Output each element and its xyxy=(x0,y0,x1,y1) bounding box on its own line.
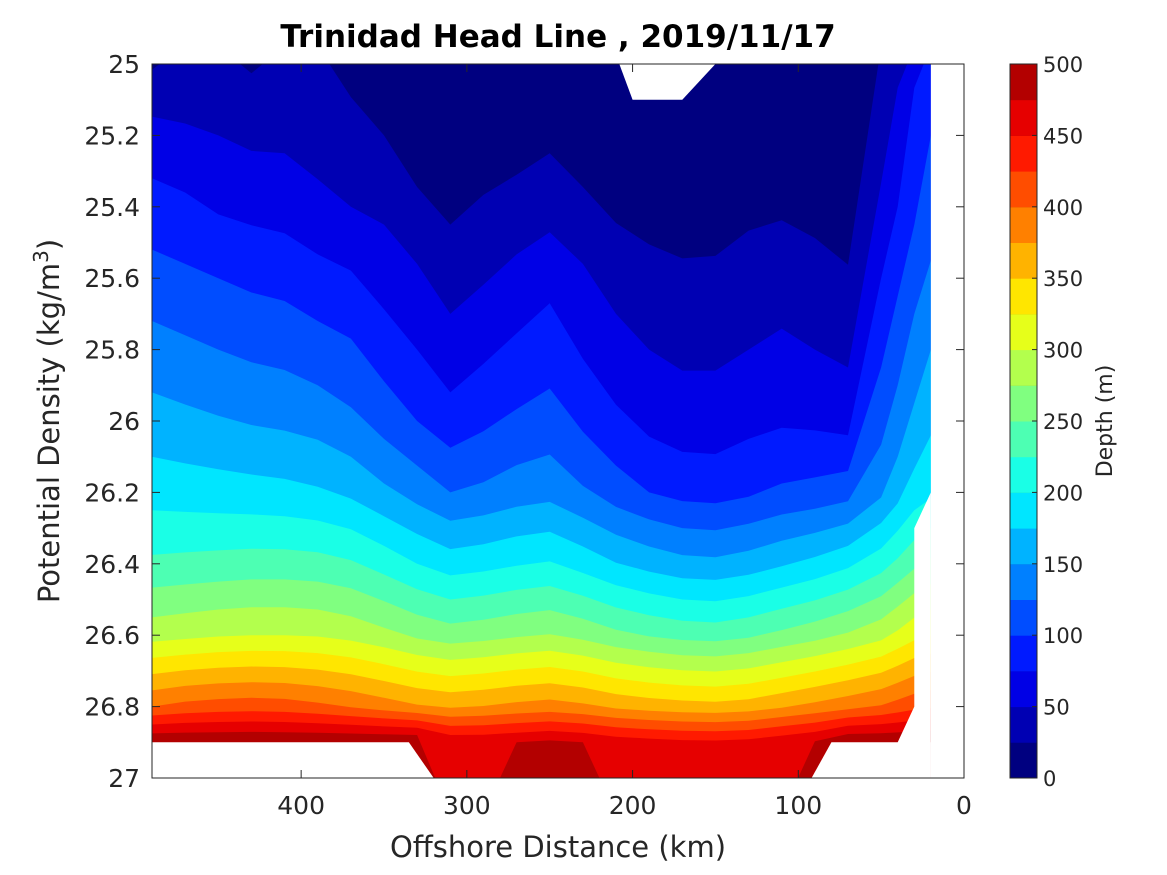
colorbar-swatch-225 xyxy=(1010,421,1037,458)
colorbar: 0 50 100 150 200 250 300 350 400 450 500 xyxy=(1009,53,1083,791)
no-data-masks xyxy=(152,64,964,778)
colorbar-tick-label: 450 xyxy=(1043,124,1083,148)
plot-area xyxy=(151,63,965,779)
y-axis-label: Potential Density (kg/m3) xyxy=(29,239,66,603)
mask-right-step xyxy=(897,492,931,778)
colorbar-tick-label: 350 xyxy=(1043,267,1083,291)
colorbar-swatch-475 xyxy=(1010,64,1037,101)
colorbar-tick-label: 0 xyxy=(1043,767,1056,791)
colorbar-tick-label: 150 xyxy=(1043,553,1083,577)
y-tick-label: 25 xyxy=(108,50,140,79)
mask-top-notch xyxy=(619,64,716,100)
contour-fills xyxy=(152,64,931,778)
y-axis-label-main: Potential Density (kg/m xyxy=(32,263,66,603)
colorbar-swatch-425 xyxy=(1010,135,1037,172)
colorbar-swatch-450 xyxy=(1010,99,1037,136)
x-axis: 400 300 200 100 0 xyxy=(277,64,972,820)
colorbar-swatch-300 xyxy=(1010,313,1037,351)
y-tick-label: 26 xyxy=(108,407,140,436)
colorbar-swatch-0 xyxy=(1010,742,1037,779)
colorbar-tick-label: 250 xyxy=(1043,410,1083,434)
y-axis: 25 25.2 25.4 25.6 25.8 26 26.2 26.4 26.6 26.8 27 xyxy=(84,50,964,793)
x-axis-label: Offshore Distance (km) xyxy=(390,830,726,864)
x-tick-label: 100 xyxy=(774,791,822,820)
y-axis-label-suffix: ) xyxy=(32,239,66,250)
mask-bottom-right xyxy=(811,742,931,778)
x-tick-label: 200 xyxy=(609,791,657,820)
y-tick-label: 25.4 xyxy=(84,193,140,222)
colorbar-swatch-325 xyxy=(1010,278,1037,315)
colorbar-tick-label: 50 xyxy=(1043,696,1070,720)
colorbar-label: Depth (m) xyxy=(1093,365,1118,478)
colorbar-tick-label: 300 xyxy=(1043,339,1083,363)
colorbar-swatch-350 xyxy=(1010,242,1037,279)
colorbar-tick-label: 200 xyxy=(1043,481,1083,505)
x-tick-label: 300 xyxy=(443,791,491,820)
colorbar-swatch-100 xyxy=(1010,599,1037,636)
colorbar-swatch-275 xyxy=(1010,349,1037,386)
y-tick-label: 25.6 xyxy=(84,264,140,293)
y-tick-label: 26.8 xyxy=(84,693,140,722)
y-tick-label: 26.4 xyxy=(84,550,140,579)
colorbar-swatch-75 xyxy=(1010,635,1037,672)
y-tick-label: 26.6 xyxy=(84,621,140,650)
colorbar-swatch-250 xyxy=(1010,385,1037,422)
colorbar-swatch-400 xyxy=(1010,171,1037,208)
y-tick-label: 25.2 xyxy=(84,121,140,150)
colorbar-swatch-200 xyxy=(1010,456,1037,493)
colorbar-tick-label: 100 xyxy=(1043,624,1083,648)
y-tick-label: 26.2 xyxy=(84,478,140,507)
colorbar-swatch-375 xyxy=(1010,206,1037,243)
chart-title: Trinidad Head Line , 2019/11/17 xyxy=(280,19,835,55)
colorbar-swatch-175 xyxy=(1010,492,1037,529)
colorbar-swatch-125 xyxy=(1010,563,1037,600)
x-tick-label: 0 xyxy=(956,791,972,820)
colorbar-tick-label: 400 xyxy=(1043,196,1083,220)
colorbar-swatch-150 xyxy=(1010,528,1037,565)
y-axis-label-superscript: 3 xyxy=(29,250,53,263)
y-tick-label: 25.8 xyxy=(84,336,140,365)
y-tick-label: 27 xyxy=(108,764,140,793)
mask-bottom-left xyxy=(152,742,434,778)
colorbar-swatch-50 xyxy=(1010,670,1037,708)
colorbar-swatch-25 xyxy=(1010,706,1037,743)
colorbar-tick-label: 500 xyxy=(1043,53,1083,77)
x-tick-label: 400 xyxy=(277,791,325,820)
